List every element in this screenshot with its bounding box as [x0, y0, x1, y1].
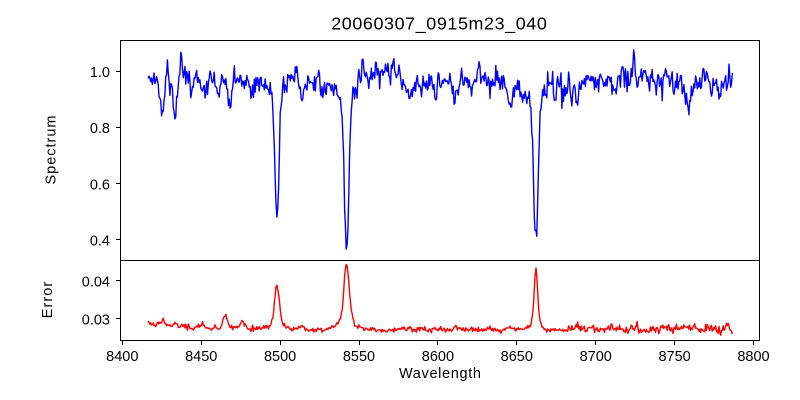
svg-text:0.6: 0.6 — [90, 177, 110, 193]
svg-text:8400: 8400 — [106, 349, 138, 365]
svg-text:8700: 8700 — [580, 349, 612, 365]
svg-text:8800: 8800 — [737, 349, 769, 365]
svg-text:8600: 8600 — [422, 349, 454, 365]
svg-text:8650: 8650 — [501, 349, 533, 365]
svg-text:8550: 8550 — [343, 349, 375, 365]
svg-text:Spectrum: Spectrum — [44, 116, 60, 185]
svg-text:0.8: 0.8 — [90, 121, 110, 137]
svg-text:0.03: 0.03 — [82, 313, 110, 329]
svg-text:8500: 8500 — [264, 349, 296, 365]
svg-text:20060307_0915m23_040: 20060307_0915m23_040 — [331, 14, 547, 35]
svg-text:0.4: 0.4 — [90, 234, 110, 250]
svg-text:8450: 8450 — [185, 349, 217, 365]
svg-text:Error: Error — [40, 282, 56, 319]
svg-text:0.04: 0.04 — [82, 275, 110, 291]
svg-text:8750: 8750 — [658, 349, 690, 365]
svg-text:Wavelength: Wavelength — [399, 366, 481, 382]
svg-text:1.0: 1.0 — [90, 65, 110, 81]
